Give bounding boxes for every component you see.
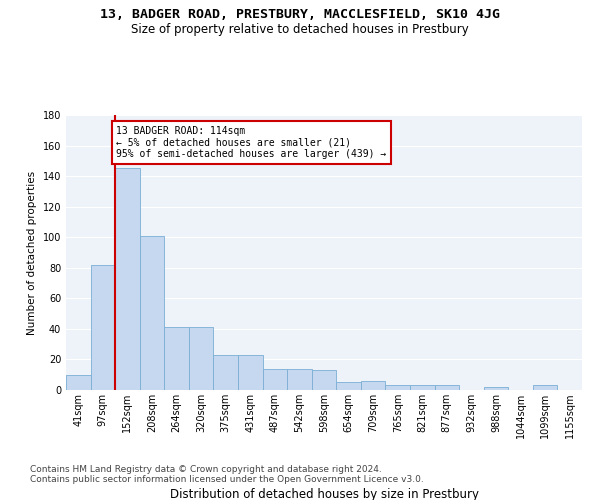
Text: Size of property relative to detached houses in Prestbury: Size of property relative to detached ho… bbox=[131, 22, 469, 36]
Bar bbox=[66, 374, 91, 390]
Text: Contains HM Land Registry data © Crown copyright and database right 2024.
Contai: Contains HM Land Registry data © Crown c… bbox=[30, 465, 424, 484]
Y-axis label: Number of detached properties: Number of detached properties bbox=[27, 170, 37, 334]
Bar bbox=[238, 355, 263, 390]
X-axis label: Distribution of detached houses by size in Prestbury: Distribution of detached houses by size … bbox=[170, 488, 479, 500]
Text: 13 BADGER ROAD: 114sqm
← 5% of detached houses are smaller (21)
95% of semi-deta: 13 BADGER ROAD: 114sqm ← 5% of detached … bbox=[116, 126, 386, 159]
Bar bbox=[410, 386, 434, 390]
Text: 13, BADGER ROAD, PRESTBURY, MACCLESFIELD, SK10 4JG: 13, BADGER ROAD, PRESTBURY, MACCLESFIELD… bbox=[100, 8, 500, 20]
Bar bbox=[263, 368, 287, 390]
Bar bbox=[336, 382, 361, 390]
Bar bbox=[164, 328, 189, 390]
Bar bbox=[214, 355, 238, 390]
Bar bbox=[484, 387, 508, 390]
Bar bbox=[91, 264, 115, 390]
Bar bbox=[115, 168, 140, 390]
Bar bbox=[385, 386, 410, 390]
Bar bbox=[361, 381, 385, 390]
Bar bbox=[312, 370, 336, 390]
Bar bbox=[189, 328, 214, 390]
Bar bbox=[434, 386, 459, 390]
Bar bbox=[287, 368, 312, 390]
Bar bbox=[140, 236, 164, 390]
Bar bbox=[533, 386, 557, 390]
